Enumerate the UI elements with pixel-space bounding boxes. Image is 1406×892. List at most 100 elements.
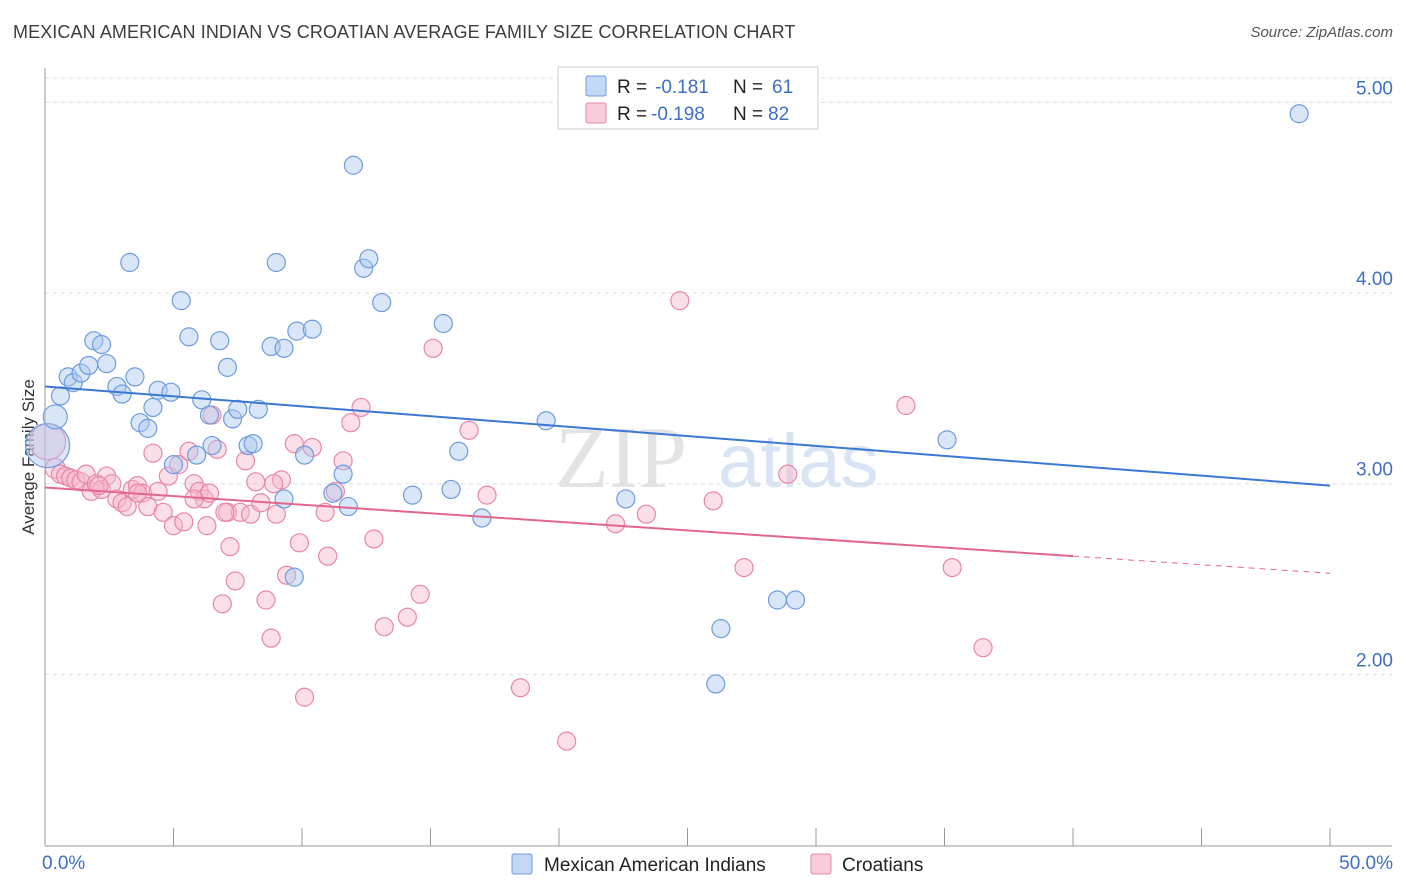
data-point <box>333 451 353 471</box>
data-point <box>130 413 150 433</box>
data-point <box>112 493 132 513</box>
data-point <box>76 464 96 484</box>
x-tick-label-min: 0.0% <box>42 853 85 874</box>
data-point <box>616 489 636 509</box>
data-point <box>91 334 112 355</box>
y-tick-label: 3.00 <box>1356 460 1393 481</box>
data-point <box>143 443 163 463</box>
data-point <box>199 405 220 425</box>
data-point <box>215 502 235 522</box>
data-point <box>187 445 207 465</box>
data-point <box>896 395 916 416</box>
data-point <box>246 472 266 492</box>
data-point <box>179 327 199 347</box>
data-point <box>449 441 469 461</box>
data-point <box>364 529 384 549</box>
chart-title: MEXICAN AMERICAN INDIAN VS CROATIAN AVER… <box>13 22 796 42</box>
series-legend-swatch-pink <box>810 853 832 875</box>
data-point <box>343 155 363 175</box>
correlation-legend: R = -0.181 N = 61 R = -0.198 N = 82 <box>557 66 819 130</box>
data-point <box>333 464 353 484</box>
data-point <box>107 489 127 509</box>
data-point <box>372 292 392 313</box>
data-point <box>120 252 140 273</box>
legend-r-value-0: -0.181 <box>655 77 709 98</box>
data-point <box>163 516 184 536</box>
data-point <box>248 399 268 419</box>
source-label: Source: ZipAtlas.com <box>1250 24 1393 41</box>
data-point <box>212 594 232 614</box>
data-point <box>284 567 304 587</box>
data-point <box>354 258 374 278</box>
legend-n-value-1: 82 <box>768 104 789 125</box>
data-point <box>351 397 371 418</box>
data-point <box>315 502 335 522</box>
data-point <box>636 504 656 524</box>
data-point <box>117 496 137 517</box>
data-point <box>161 382 181 402</box>
data-point <box>274 338 294 358</box>
data-point <box>220 537 240 557</box>
legend-swatch-pink <box>585 102 607 124</box>
data-point <box>171 291 191 311</box>
legend-swatch-blue <box>585 75 607 97</box>
legend-n-value-0: 61 <box>772 77 793 98</box>
data-point <box>441 479 461 500</box>
data-point <box>785 590 806 610</box>
data-point <box>703 491 723 511</box>
data-point <box>24 422 71 469</box>
data-point <box>153 502 173 522</box>
data-point <box>256 590 276 610</box>
data-point <box>266 504 286 524</box>
data-point <box>197 516 217 536</box>
data-point <box>557 731 577 751</box>
legend-n-label-1: N = <box>733 104 763 125</box>
legend-r-label-1: R = <box>617 104 647 125</box>
data-point <box>210 331 230 351</box>
y-tick-label: 4.00 <box>1356 269 1393 290</box>
legend-r-value-1: -0.198 <box>651 104 705 125</box>
data-point <box>125 367 145 387</box>
data-point <box>207 439 227 459</box>
data-point <box>477 485 497 505</box>
data-point <box>374 617 394 637</box>
data-point <box>734 557 754 578</box>
data-point <box>289 533 310 553</box>
data-point <box>42 404 68 430</box>
data-point <box>459 420 479 440</box>
data-point <box>184 489 204 509</box>
series-legend-label-0: Mexican American Indians <box>544 855 766 876</box>
data-point <box>225 571 245 591</box>
data-point <box>243 434 263 454</box>
y-tick-label: 5.00 <box>1356 78 1393 99</box>
data-point <box>223 409 243 429</box>
gridlines <box>45 77 1392 675</box>
data-point <box>711 619 731 639</box>
trend-line-croatians-extension <box>1072 555 1331 574</box>
data-point <box>169 455 189 475</box>
data-point <box>294 687 315 707</box>
axes <box>44 68 1392 847</box>
data-point <box>359 249 379 269</box>
data-point <box>264 474 284 494</box>
data-point <box>261 628 281 648</box>
x-axis-ticks <box>44 828 1331 846</box>
y-axis-tick-labels: 2.00 3.00 4.00 5.00 <box>1356 78 1393 671</box>
watermark-atlas: atlas <box>718 419 879 504</box>
data-point <box>670 291 690 311</box>
data-point <box>235 451 256 471</box>
data-point <box>410 584 430 604</box>
data-point <box>202 435 222 456</box>
series-legend-label-1: Croatians <box>842 855 923 876</box>
data-point <box>433 313 453 334</box>
data-point <box>58 367 78 387</box>
data-point <box>510 678 531 698</box>
y-tick-label: 2.00 <box>1356 650 1393 671</box>
data-point <box>63 373 83 393</box>
data-point <box>79 355 99 376</box>
data-point <box>778 464 798 484</box>
data-point <box>536 411 556 431</box>
data-point <box>605 514 626 534</box>
data-point <box>1289 104 1309 124</box>
